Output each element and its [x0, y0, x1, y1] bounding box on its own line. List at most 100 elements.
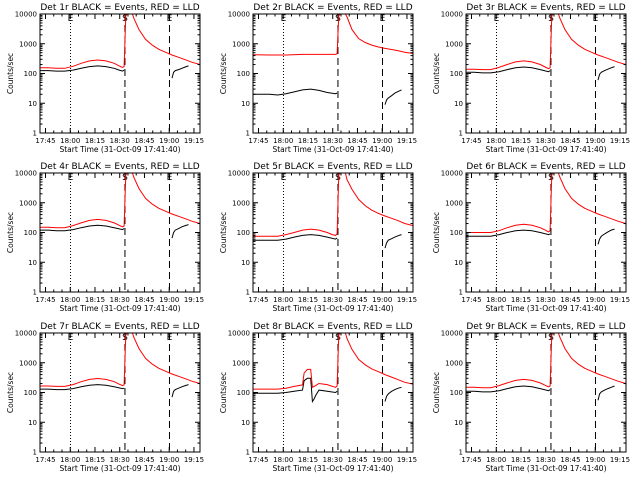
x-axis-label: Start Time (31-Oct-09 17:41:40)	[272, 464, 393, 473]
series-lld-line-1	[253, 173, 341, 237]
y-tick-label: 10	[241, 259, 250, 267]
x-tick-label: 19:00	[159, 456, 179, 464]
chart-title: Det 7r BLACK = Events, RED = LLD	[40, 322, 199, 332]
marker-label-2: S	[335, 333, 341, 343]
x-tick-label: 19:15	[184, 296, 204, 304]
series-events-line-2	[384, 386, 402, 402]
x-tick-label: 18:00	[60, 296, 80, 304]
x-tick-label: 19:00	[585, 456, 605, 464]
chart-title: Det 1r BLACK = Events, RED = LLD	[40, 3, 199, 13]
chart-title: Det 6r BLACK = Events, RED = LLD	[466, 162, 625, 172]
chart-title: Det 2r BLACK = Events, RED = LLD	[253, 3, 412, 13]
x-axis-label: Start Time (31-Oct-09 17:41:40)	[59, 464, 180, 473]
x-tick-label: 18:15	[298, 296, 318, 304]
series-events-line-1	[40, 224, 125, 232]
series-events-line-2	[384, 89, 402, 105]
series-lld-line-2	[131, 333, 200, 384]
x-tick-label: 18:00	[486, 137, 506, 145]
y-tick-label: 100	[24, 70, 37, 78]
x-tick-label: 18:30	[110, 296, 130, 304]
series-lld-line-1	[40, 333, 128, 387]
y-axis-label: Counts/sec	[6, 372, 15, 413]
chart-title: Det 9r BLACK = Events, RED = LLD	[466, 322, 625, 332]
x-tick-label: 18:00	[273, 137, 293, 145]
y-tick-label: 10000	[228, 330, 250, 338]
x-tick-label: 19:00	[159, 296, 179, 304]
x-axis-label: Start Time (31-Oct-09 17:41:40)	[485, 145, 606, 154]
x-tick-label: 18:45	[347, 137, 367, 145]
x-axis-label: Start Time (31-Oct-09 17:41:40)	[59, 304, 180, 313]
x-axis-label: Start Time (31-Oct-09 17:41:40)	[485, 464, 606, 473]
chart-panel-1: Det 1r BLACK = Events, RED = LLDESE11010…	[6, 3, 204, 154]
x-tick-label: 18:15	[511, 456, 531, 464]
chart-title: Det 3r BLACK = Events, RED = LLD	[466, 3, 625, 13]
series-events-line-1	[40, 65, 125, 72]
x-tick-label: 18:45	[560, 137, 580, 145]
x-tick-label: 19:15	[184, 456, 204, 464]
x-tick-label: 17:45	[461, 137, 481, 145]
y-axis-label: Counts/sec	[6, 53, 15, 94]
x-tick-label: 18:45	[560, 456, 580, 464]
y-tick-label: 100	[237, 70, 250, 78]
y-axis-label: Counts/sec	[432, 212, 441, 253]
series-events-line-1	[253, 88, 338, 96]
y-tick-label: 10	[241, 419, 250, 427]
x-tick-label: 19:15	[397, 137, 417, 145]
x-tick-label: 19:15	[184, 137, 204, 145]
y-tick-label: 100	[450, 389, 463, 397]
series-events-line-2	[171, 384, 189, 398]
y-tick-label: 10000	[228, 170, 250, 178]
series-lld-line-1	[466, 333, 554, 389]
y-tick-label: 100	[237, 389, 250, 397]
x-tick-label: 18:30	[536, 137, 556, 145]
x-tick-label: 18:30	[323, 296, 343, 304]
x-tick-label: 18:00	[273, 296, 293, 304]
x-tick-label: 17:45	[248, 456, 268, 464]
series-events-line-2	[597, 385, 615, 401]
series-lld-line-2	[131, 173, 200, 224]
x-tick-label: 19:15	[610, 296, 630, 304]
y-tick-label: 1	[33, 130, 37, 138]
y-tick-label: 100	[24, 229, 37, 237]
y-tick-label: 1	[33, 449, 37, 457]
x-tick-label: 18:00	[486, 456, 506, 464]
y-tick-label: 10	[28, 419, 37, 427]
plot-frame	[39, 13, 201, 134]
x-tick-label: 17:45	[248, 296, 268, 304]
x-tick-label: 18:00	[273, 456, 293, 464]
series-group	[40, 14, 200, 79]
marker-label-2: S	[122, 333, 128, 343]
y-axis-label: Counts/sec	[432, 372, 441, 413]
x-tick-label: 18:00	[486, 296, 506, 304]
series-group	[40, 333, 200, 398]
series-events-line-2	[384, 234, 402, 249]
chart-panel-7: Det 7r BLACK = Events, RED = LLDESE11010…	[6, 322, 204, 473]
y-tick-label: 10	[241, 100, 250, 108]
x-tick-label: 17:45	[35, 137, 55, 145]
x-tick-label: 18:45	[134, 456, 154, 464]
x-tick-label: 18:15	[85, 456, 105, 464]
chart-panel-8: Det 8r BLACK = Events, RED = LLDESE11010…	[219, 322, 417, 473]
chart-title: Det 8r BLACK = Events, RED = LLD	[253, 322, 412, 332]
series-group	[466, 14, 626, 81]
x-tick-label: 19:15	[610, 137, 630, 145]
plot-frame	[252, 172, 414, 293]
x-tick-label: 18:45	[134, 296, 154, 304]
series-group	[466, 173, 626, 245]
x-tick-label: 18:45	[347, 296, 367, 304]
x-tick-label: 17:45	[461, 296, 481, 304]
y-tick-label: 10000	[441, 170, 463, 178]
x-tick-label: 19:00	[585, 296, 605, 304]
x-tick-label: 19:15	[397, 456, 417, 464]
y-tick-label: 1	[33, 289, 37, 297]
marker-label-2: S	[548, 14, 554, 24]
series-lld-line-1	[466, 173, 554, 233]
x-tick-label: 19:00	[372, 296, 392, 304]
series-lld-line-2	[131, 14, 200, 65]
y-tick-label: 1000	[19, 199, 37, 207]
x-tick-label: 19:00	[372, 456, 392, 464]
x-tick-label: 18:30	[323, 456, 343, 464]
y-tick-label: 1000	[232, 40, 250, 48]
plot-frame	[39, 332, 201, 453]
marker-label-2: S	[335, 173, 341, 183]
